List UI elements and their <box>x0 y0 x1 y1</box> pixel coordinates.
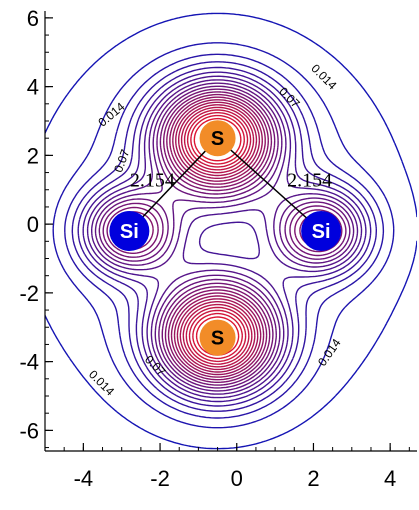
x-tick-label: -2 <box>150 466 170 491</box>
y-tick-label: -4 <box>19 350 39 375</box>
y-tick-label: -6 <box>19 418 39 443</box>
bond-length-label: 2.154 <box>130 169 175 191</box>
x-tick-label: 4 <box>384 466 396 491</box>
contour-label: 0.014 <box>86 367 117 398</box>
x-tick-label: 0 <box>231 466 243 491</box>
y-tick-label: 4 <box>27 75 39 100</box>
y-tick-label: 2 <box>27 143 39 168</box>
y-tick-label: 0 <box>27 212 39 237</box>
bond-length-label: 2.154 <box>287 169 332 191</box>
atom-label: Si <box>120 221 139 243</box>
atom-label: Si <box>312 221 331 243</box>
atom-label: S <box>211 128 224 150</box>
x-tick-label: 2 <box>307 466 319 491</box>
contour-label: 0.014 <box>315 336 344 369</box>
y-tick-label: -2 <box>19 281 39 306</box>
atom-label: S <box>211 328 224 350</box>
y-tick-label: 6 <box>27 6 39 31</box>
x-tick-label: -4 <box>74 466 94 491</box>
